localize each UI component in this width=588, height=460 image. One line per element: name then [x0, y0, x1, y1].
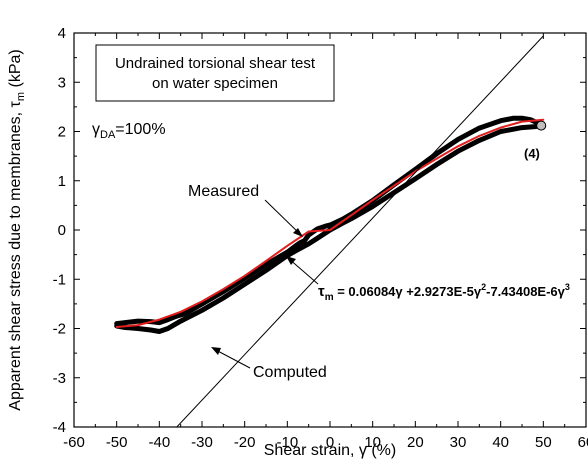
- measured-curve: [114, 115, 544, 327]
- end-point-marker: [536, 120, 547, 131]
- x-tick-label: 10: [364, 434, 381, 451]
- x-tick-label: -40: [148, 434, 170, 451]
- x-tick-label: 60: [578, 434, 588, 451]
- y-tick-label: 0: [58, 222, 66, 239]
- fit-equation: τm = 0.06084γ +2.9273E-5γ2-7.43408E-6γ3: [318, 282, 570, 303]
- measured-arrow-head: [293, 228, 303, 237]
- y-tick-label: 4: [58, 25, 66, 42]
- y-tick-label: -3: [53, 370, 66, 387]
- measured-curve: [114, 123, 544, 334]
- x-tick-label: 0: [326, 434, 334, 451]
- computed-arrow-line: [213, 348, 251, 369]
- x-tick-label: -30: [191, 434, 213, 451]
- equation-arrow-head: [286, 256, 296, 265]
- x-tick-label: -20: [234, 434, 256, 451]
- computed-arrow-head: [211, 347, 221, 355]
- x-tick-label: 50: [535, 434, 552, 451]
- legend-box: [95, 44, 335, 102]
- x-axis-title: Shear strain, γ (%): [264, 442, 396, 459]
- x-tick-label: 40: [492, 434, 509, 451]
- point-label-4: (4): [524, 146, 540, 161]
- y-tick-label: -1: [53, 271, 66, 288]
- x-tick-label: -10: [276, 434, 298, 451]
- y-tick-label: -4: [53, 419, 66, 436]
- x-tick-label: -60: [63, 434, 85, 451]
- computed-label: Computed: [253, 364, 327, 381]
- y-axis-title: Apparent shear stress due to membranes, …: [7, 49, 27, 410]
- x-tick-label: 20: [407, 434, 424, 451]
- gamma-da-label: γDA=100%: [92, 121, 166, 141]
- legend-line-1: Undrained torsional shear test: [115, 55, 316, 72]
- axis-ticks: -60-50-40-30-20-100102030405060-4-3-2-10…: [53, 25, 588, 451]
- fitted-curve: [115, 118, 545, 328]
- legend-line-2: on water specimen: [152, 75, 278, 92]
- x-tick-label: -50: [106, 434, 128, 451]
- x-tick-label: 30: [450, 434, 467, 451]
- measured-arrow-line: [264, 199, 303, 237]
- y-tick-label: 2: [58, 124, 66, 141]
- measured-label: Measured: [188, 183, 259, 200]
- y-tick-label: -2: [53, 321, 66, 338]
- y-tick-label: 3: [58, 74, 66, 91]
- y-tick-label: 1: [58, 173, 66, 190]
